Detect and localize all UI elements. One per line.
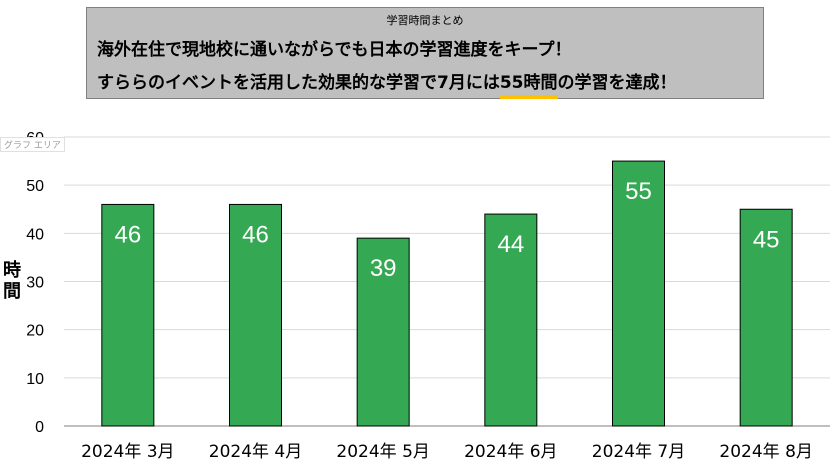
data-label: 45 xyxy=(753,226,780,253)
banner-line-2: すららのイベントを活用した効果的な学習で7月には55時間 の学習を達成！ xyxy=(97,68,677,99)
y-axis-title-char: 間 xyxy=(3,281,21,302)
x-tick-label: 2024年 8月 xyxy=(719,442,812,462)
banner-heading: 学習時間まとめ xyxy=(386,14,464,27)
y-tick-label: 20 xyxy=(26,323,44,340)
x-tick-label: 2024年 3月 xyxy=(81,442,174,462)
y-tick-label: 40 xyxy=(26,226,44,243)
y-tick-label: 0 xyxy=(35,419,44,436)
x-tick-label: 2024年 4月 xyxy=(209,442,302,462)
data-label: 55 xyxy=(625,178,652,205)
banner-highlight-text: 55時間 xyxy=(499,73,558,93)
banner-line-2-post: の学習を達成！ xyxy=(557,73,677,93)
banner-line-1: 海外在住で現地校に通いながらでも日本の学習進度をキープ！ xyxy=(97,40,572,60)
bar xyxy=(484,213,538,427)
y-axis-title-char: 時 xyxy=(3,260,21,281)
highlight-underline xyxy=(499,95,558,99)
y-tick-label: 50 xyxy=(26,178,44,195)
data-label: 44 xyxy=(497,231,524,258)
y-tick-label: 30 xyxy=(26,275,44,292)
banner-highlight: 55時間 xyxy=(499,68,558,99)
banner-line-2-pre: すららのイベントを活用した効果的な学習で7月には xyxy=(97,73,500,93)
bar xyxy=(229,203,282,427)
chart-area-tag: グラフ エリア xyxy=(0,137,65,152)
bar xyxy=(739,208,793,427)
bar xyxy=(356,237,410,427)
data-label: 39 xyxy=(370,255,397,282)
x-tick-label: 2024年 6月 xyxy=(464,442,557,462)
summary-banner: 学習時間まとめ 海外在住で現地校に通いながらでも日本の学習進度をキープ！ すらら… xyxy=(86,7,764,99)
data-label: 46 xyxy=(242,221,269,248)
bar xyxy=(101,203,155,427)
bar xyxy=(612,160,665,427)
x-tick-label: 2024年 5月 xyxy=(336,442,429,462)
data-label: 46 xyxy=(114,221,141,248)
y-tick-label: 10 xyxy=(26,371,44,388)
x-tick-label: 2024年 7月 xyxy=(592,442,685,462)
